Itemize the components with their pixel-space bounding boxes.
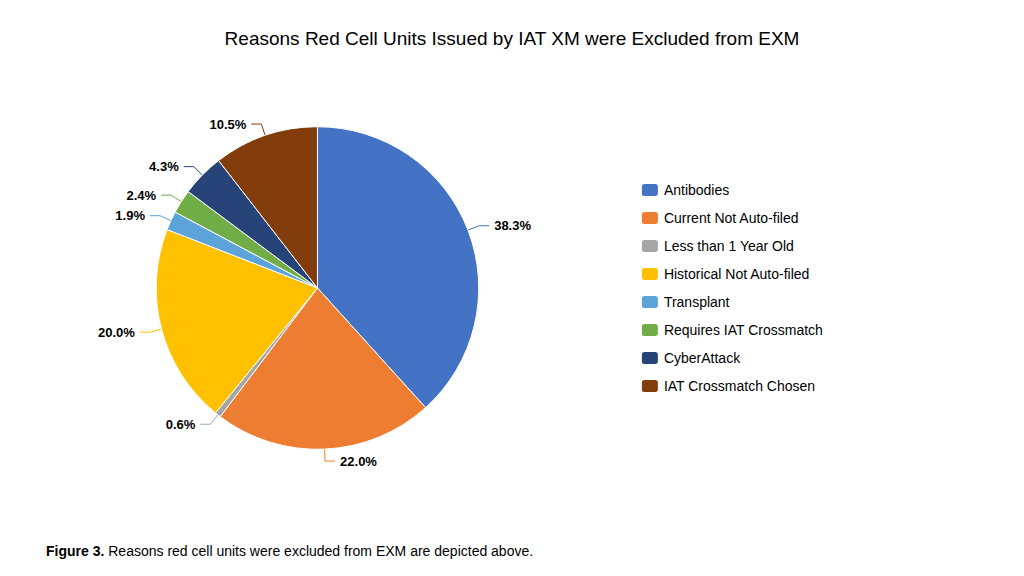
svg-text:Antibodies: Antibodies [664,182,729,198]
svg-text:Reasons red cell units were ex: Reasons red cell units were excluded fro… [104,543,533,559]
svg-text:Figure 3.: Figure 3. [46,543,104,559]
svg-text:Historical Not Auto-filed: Historical Not Auto-filed [664,266,810,282]
svg-text:38.3%: 38.3% [494,218,531,233]
svg-text:Reasons Red Cell Units Issued: Reasons Red Cell Units Issued by IAT XM … [225,28,800,49]
svg-text:Current Not Auto-filed: Current Not Auto-filed [664,210,799,226]
svg-text:10.5%: 10.5% [209,117,246,132]
svg-text:1.9%: 1.9% [115,208,145,223]
svg-text:Transplant: Transplant [664,294,730,310]
svg-text:CyberAttack: CyberAttack [664,350,741,366]
svg-text:4.3%: 4.3% [149,159,179,174]
svg-text:0.6%: 0.6% [166,417,196,432]
svg-text:Requires IAT Crossmatch: Requires IAT Crossmatch [664,322,823,338]
svg-text:IAT Crossmatch Chosen: IAT Crossmatch Chosen [664,378,815,394]
svg-text:22.0%: 22.0% [340,454,377,469]
svg-text:2.4%: 2.4% [126,188,156,203]
svg-text:20.0%: 20.0% [98,325,135,340]
svg-text:Less than 1 Year Old: Less than 1 Year Old [664,238,794,254]
